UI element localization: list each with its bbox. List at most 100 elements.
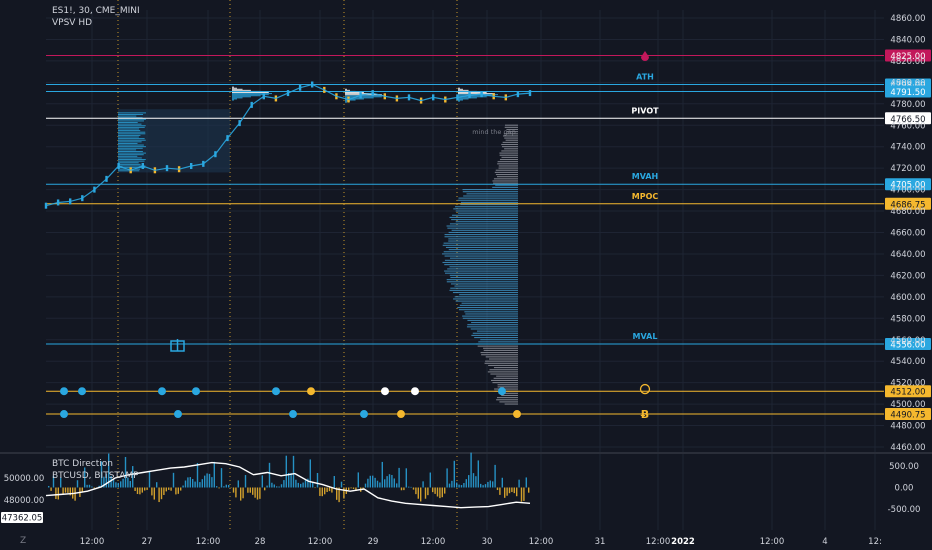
direction-bar — [487, 481, 489, 488]
y-tick-label: 4700.00 — [890, 186, 925, 196]
y-tick-label: 4720.00 — [890, 164, 925, 174]
session-profile-bar — [118, 146, 146, 148]
session-profile-bar — [458, 95, 495, 97]
session-profile-bar — [118, 154, 144, 156]
session-profile-bar — [118, 117, 143, 119]
direction-bar — [276, 486, 278, 488]
direction-bar — [362, 487, 364, 489]
profile-bar — [448, 240, 518, 242]
x-tick-label: 12:00 — [196, 537, 221, 547]
direction-bar — [523, 487, 525, 501]
direction-bar — [340, 481, 343, 488]
session-profile-bar — [232, 94, 269, 96]
profile-bar — [449, 223, 518, 225]
session-profile-bar — [118, 165, 146, 167]
profile-bar — [493, 367, 518, 369]
level-price-tag — [885, 338, 931, 351]
session-profile-bar — [345, 99, 356, 101]
direction-bar — [448, 483, 451, 488]
level-price-label: 4512.00 — [890, 388, 925, 398]
subpane-label-direction[interactable]: BTC Direction — [52, 459, 113, 469]
direction-bar — [55, 487, 57, 500]
profile-bar — [504, 137, 518, 139]
price-axis[interactable]: 4460.00 4480.00 4500.00 4520.00 4540.00 4560.… — [890, 14, 925, 453]
timezone-icon[interactable]: Z — [20, 536, 27, 546]
direction-bar — [460, 485, 463, 488]
direction-bar — [285, 455, 287, 488]
direction-bar — [324, 487, 326, 495]
session-profile-bar — [232, 99, 234, 101]
session-profile-bar — [118, 118, 146, 120]
profile-bar — [447, 268, 518, 270]
profile-bar — [467, 324, 518, 326]
direction-bar — [398, 467, 400, 488]
direction-bar — [189, 477, 191, 488]
profile-bar — [445, 246, 518, 249]
level-price-label: 4705.00 — [890, 181, 925, 191]
direction-bar — [465, 479, 467, 488]
direction-bar — [302, 482, 304, 488]
y-tick-label: 4500.00 — [890, 400, 925, 410]
session-profile-bar — [118, 123, 142, 125]
session-profile-bar — [118, 144, 144, 146]
direction-bar — [316, 472, 319, 488]
level-name-label: PIVOT — [631, 106, 659, 115]
time-axis[interactable]: 12:00 27 12:00 28 12:00 29 12:00 30 12:00 31 12:00… — [80, 537, 882, 547]
direction-bar — [300, 483, 302, 488]
direction-bar — [268, 462, 271, 488]
direction-bar — [319, 487, 321, 496]
coin-icon — [639, 383, 651, 395]
profile-bar — [444, 234, 518, 236]
profile-bar — [490, 373, 518, 375]
annotation-text: mind the gap — [472, 128, 515, 136]
direction-bar — [156, 482, 158, 488]
signal-dots — [60, 387, 521, 419]
y-tick-label: 4560.00 — [890, 336, 925, 346]
direction-bar — [424, 487, 427, 499]
direction-bar — [393, 478, 395, 488]
direction-bar — [427, 487, 429, 496]
direction-bar — [225, 484, 227, 488]
direction-bar — [204, 475, 206, 488]
direction-bar — [196, 462, 199, 488]
direction-bar — [194, 481, 196, 488]
direction-bar — [124, 456, 127, 488]
direction-bar — [220, 468, 223, 488]
session-profile-bar — [458, 99, 463, 101]
session-profile-bar — [232, 97, 243, 99]
level-name-label: ATH — [636, 72, 654, 81]
profile-bar — [488, 358, 518, 360]
session-profile-bar — [232, 86, 234, 88]
y-tick-label: 4740.00 — [890, 143, 925, 153]
subpane-label-source[interactable]: BTCUSD, BITSTAMP — [52, 471, 139, 481]
direction-bar — [254, 487, 256, 498]
direction-bar — [288, 472, 290, 488]
profile-bar — [455, 221, 518, 223]
y-tick-label: 4580.00 — [890, 314, 925, 324]
profile-bar — [450, 276, 518, 279]
profile-bar — [474, 337, 518, 339]
direction-bar — [400, 487, 403, 491]
direction-bar — [50, 487, 52, 491]
direction-bar — [499, 487, 501, 495]
session-profile-bar — [232, 89, 251, 91]
profile-bar — [454, 206, 518, 208]
indicator-label[interactable]: VPSV HD — [52, 18, 93, 28]
profile-bar — [446, 281, 518, 283]
session-profile-bar — [118, 163, 141, 165]
x-tick-label: 27 — [142, 537, 153, 547]
direction-bar — [506, 487, 508, 496]
session-profile-bar — [345, 93, 374, 95]
symbol-title[interactable]: ES1!, 30, CME_MINI — [52, 6, 140, 16]
direction-bar — [513, 487, 515, 494]
session-profile-bar — [118, 162, 139, 164]
direction-bar — [338, 487, 340, 503]
direction-bar — [122, 478, 124, 488]
direction-bar — [295, 479, 297, 488]
profile-bar — [497, 161, 518, 163]
session-profile-bar — [118, 170, 140, 172]
x-tick-label: 29 — [368, 537, 379, 547]
profile-bar — [446, 225, 518, 227]
direction-bar — [120, 481, 122, 488]
